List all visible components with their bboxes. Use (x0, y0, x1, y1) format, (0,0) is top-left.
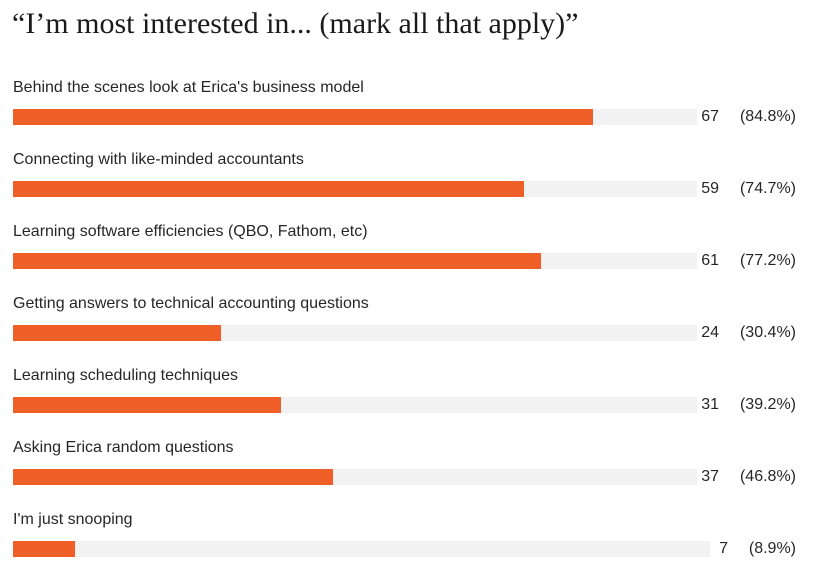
category-label: Connecting with like-minded accountants (13, 151, 304, 168)
count-label: 31 (701, 396, 719, 413)
percent-label: (30.4%) (739, 324, 796, 341)
count-label: 24 (701, 324, 719, 341)
count-label: 59 (701, 180, 719, 197)
category-label: I'm just snooping (13, 511, 133, 528)
percent-label: (39.2%) (739, 396, 796, 413)
count-label: 67 (701, 108, 719, 125)
category-label: Behind the scenes look at Erica's busine… (13, 79, 364, 96)
percent-label: (77.2%) (739, 252, 796, 269)
bar (13, 109, 593, 125)
chart-row: Getting answers to technical accounting … (0, 294, 816, 366)
bar-track (13, 253, 697, 269)
chart-row: Asking Erica random questions 37 (46.8%) (0, 438, 816, 510)
bar (13, 325, 221, 341)
bar-track (13, 397, 697, 413)
percent-label: (84.8%) (739, 108, 796, 125)
percent-label: (8.9%) (748, 540, 796, 557)
chart-row: Learning scheduling techniques 31 (39.2%) (0, 366, 816, 438)
count-label: 61 (701, 252, 719, 269)
percent-label: (74.7%) (739, 180, 796, 197)
chart-row: Learning software efficiencies (QBO, Fat… (0, 222, 816, 294)
bar (13, 541, 75, 557)
category-label: Learning scheduling techniques (13, 367, 239, 384)
chart-row: Connecting with like-minded accountants 5… (0, 150, 816, 222)
category-label: Asking Erica random questions (13, 439, 234, 456)
bar (13, 469, 333, 485)
bar (13, 181, 524, 197)
bar-track (13, 541, 710, 557)
chart-title: “I’m most interested in... (mark all tha… (12, 7, 579, 40)
bar-track (13, 469, 697, 485)
bar (13, 397, 281, 413)
bar-track (13, 109, 697, 125)
category-label: Learning software efficiencies (QBO, Fat… (13, 223, 368, 240)
bar-track (13, 181, 697, 197)
category-label: Getting answers to technical accounting … (13, 295, 369, 312)
bar-track (13, 325, 697, 341)
count-label: 37 (701, 468, 719, 485)
bar (13, 253, 541, 269)
chart-row: Behind the scenes look at Erica's busine… (0, 78, 816, 150)
count-label: 7 (719, 540, 728, 557)
percent-label: (46.8%) (739, 468, 796, 485)
chart-row: I'm just snooping 7 (8.9%) (0, 510, 816, 582)
